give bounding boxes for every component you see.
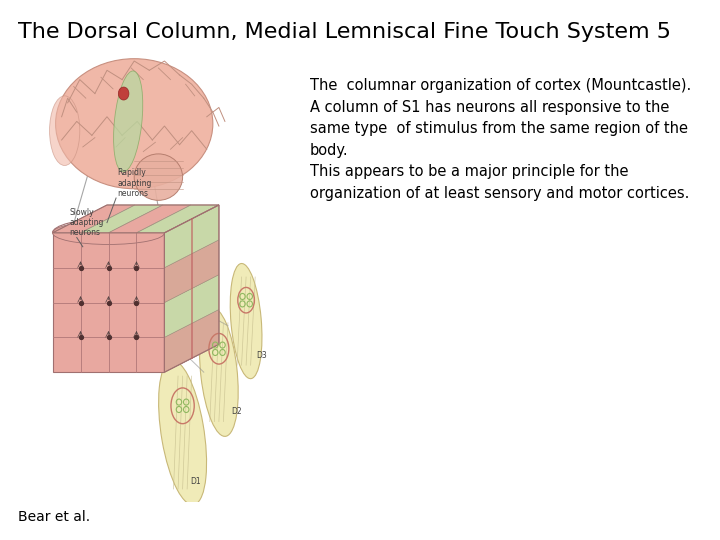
Ellipse shape: [134, 154, 183, 200]
Polygon shape: [164, 205, 219, 372]
Text: D3: D3: [257, 351, 267, 360]
Ellipse shape: [158, 360, 207, 505]
Ellipse shape: [55, 59, 213, 189]
Polygon shape: [53, 205, 135, 233]
Ellipse shape: [53, 221, 164, 245]
Ellipse shape: [50, 96, 80, 165]
Polygon shape: [164, 309, 219, 372]
Polygon shape: [109, 205, 191, 233]
Text: The Dorsal Column, Medial Lemniscal Fine Touch System 5: The Dorsal Column, Medial Lemniscal Fine…: [18, 22, 671, 42]
Text: Bear et al.: Bear et al.: [18, 510, 90, 524]
Text: The  columnar organization of cortex (Mountcastle).
A column of S1 has neurons a: The columnar organization of cortex (Mou…: [310, 78, 691, 201]
Polygon shape: [137, 205, 219, 233]
Polygon shape: [81, 205, 163, 233]
Text: Rapidly
adapting
neurons: Rapidly adapting neurons: [117, 168, 152, 198]
Polygon shape: [164, 240, 219, 302]
Ellipse shape: [199, 308, 238, 436]
Text: D2: D2: [231, 407, 242, 416]
Polygon shape: [164, 205, 219, 268]
Ellipse shape: [114, 71, 143, 172]
Polygon shape: [53, 233, 164, 372]
Text: D1: D1: [190, 477, 201, 485]
Ellipse shape: [230, 264, 262, 379]
Ellipse shape: [118, 87, 129, 100]
Text: Slowly
adapting
neurons: Slowly adapting neurons: [69, 208, 104, 238]
Polygon shape: [164, 275, 219, 338]
